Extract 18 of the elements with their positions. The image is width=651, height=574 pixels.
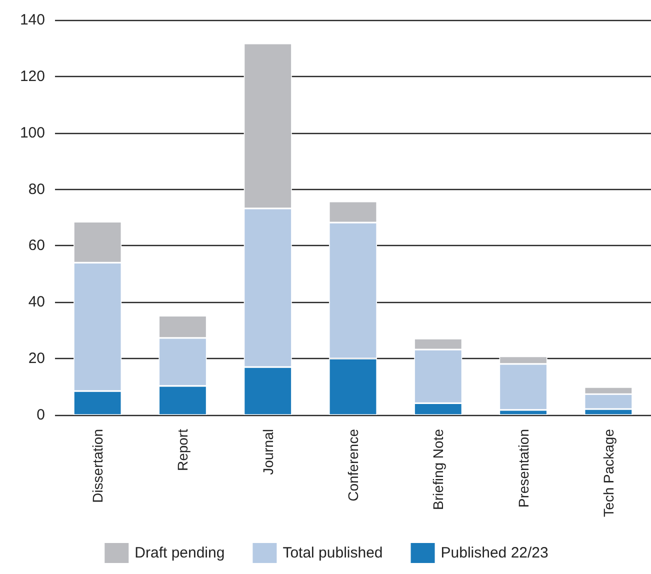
x-tick-label: Journal (260, 429, 276, 475)
y-tick-label: 80 (28, 180, 45, 198)
y-tick-label: 40 (28, 294, 45, 311)
x-tick-label: Presentation (515, 429, 532, 508)
y-tick-label: 20 (28, 350, 45, 368)
x-tick-label: Briefing Note (430, 428, 446, 510)
x-tick-label: Report (174, 428, 191, 472)
y-tick-label: 120 (20, 68, 45, 85)
x-tick-label: Tech Package (600, 428, 616, 517)
y-tick-label: 140 (20, 12, 45, 28)
legend-label: Draft pending (134, 544, 225, 562)
x-tick-label: Conference (345, 428, 361, 502)
y-tick-label: 100 (20, 124, 45, 142)
y-tick-label: 60 (28, 237, 45, 254)
x-tick-label: Dissertation (90, 429, 106, 503)
legend-label: Published 22/23 (440, 544, 548, 562)
y-tick-label: 0 (36, 406, 45, 424)
legend-label: Total published (282, 544, 383, 562)
